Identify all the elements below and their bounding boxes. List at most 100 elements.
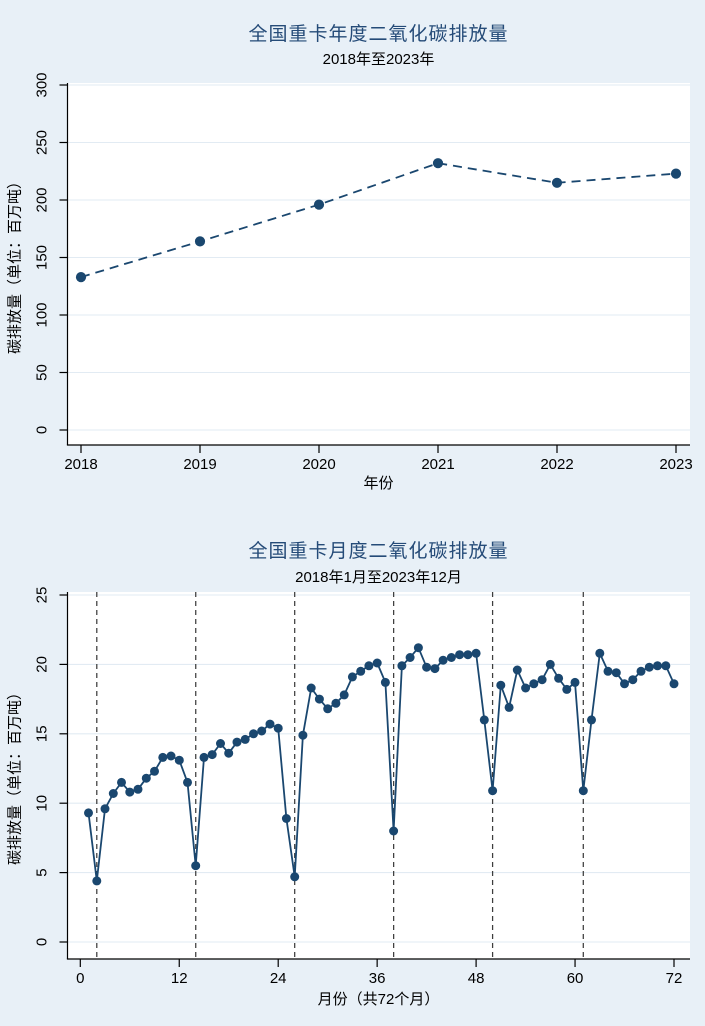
y-tick-label: 100: [34, 302, 51, 327]
y-tick-label: 200: [34, 187, 51, 212]
data-point: [479, 715, 489, 725]
data-point: [232, 737, 242, 747]
data-point: [620, 679, 629, 689]
y-axis-label: 碳排放量（单位：百万吨）: [6, 173, 24, 355]
data-point: [75, 272, 87, 283]
data-point: [430, 664, 440, 674]
data-point: [125, 787, 135, 797]
data-point: [158, 752, 168, 762]
x-tick-label: 60: [567, 970, 584, 987]
data-point: [670, 168, 682, 179]
annual-emissions-chart-panel: 全国重卡年度二氧化碳排放量 2018年至2023年 碳排放量（单位：百万吨） 年…: [6, 24, 693, 492]
data-point: [372, 658, 382, 668]
data-point: [636, 666, 646, 676]
data-point: [92, 876, 102, 886]
data-point: [669, 679, 679, 689]
data-point: [529, 679, 539, 689]
x-tick-label: 12: [171, 970, 188, 987]
data-point: [570, 677, 580, 687]
annual-chart-canvas: 0 50 100 150 200 250 300 2018 2019 2020 2021 2022 20…: [34, 72, 693, 473]
chart-title: 全国重卡月度二氧化碳排放量: [248, 541, 509, 562]
y-tick-label: 20: [34, 656, 51, 673]
x-tick-label: 48: [468, 970, 485, 987]
data-point: [194, 236, 206, 247]
y-tick-label: 25: [34, 587, 51, 604]
data-point: [313, 199, 325, 210]
data-point: [551, 177, 563, 188]
data-point: [380, 677, 390, 687]
data-point: [562, 684, 572, 694]
data-point: [653, 661, 662, 671]
data-point: [174, 755, 184, 765]
y-tick-label: 10: [34, 795, 51, 812]
data-point: [347, 672, 357, 682]
data-point: [199, 752, 209, 762]
data-point: [133, 784, 143, 794]
data-point: [422, 662, 432, 672]
data-point: [438, 655, 448, 665]
data-point: [455, 650, 465, 660]
data-point: [207, 750, 217, 760]
x-axis-label: 年份: [363, 475, 394, 492]
data-point: [314, 694, 324, 704]
data-point: [166, 751, 176, 761]
x-tick-label: 2020: [302, 456, 335, 473]
data-point: [141, 773, 151, 783]
data-point: [240, 734, 250, 744]
x-tick-label: 2018: [64, 456, 97, 473]
plot-area: [67, 592, 690, 959]
data-point: [265, 719, 275, 729]
x-tick-label: 24: [270, 970, 287, 987]
chart-subtitle: 2018年至2023年: [322, 51, 435, 68]
data-point: [644, 662, 654, 672]
data-point: [471, 648, 481, 658]
series-line: [80, 162, 677, 278]
data-point: [389, 826, 399, 836]
x-tick-label: 0: [76, 970, 84, 987]
data-point: [331, 698, 341, 708]
monthly-emissions-chart-panel: 全国重卡月度二氧化碳排放量 2018年1月至2023年12月 碳排放量（单位：百…: [0, 513, 705, 1026]
x-tick-label: 36: [369, 970, 386, 987]
y-tick-label: 0: [34, 426, 51, 434]
data-point: [298, 730, 308, 740]
data-point: [339, 690, 349, 700]
data-point: [578, 786, 588, 796]
data-point: [249, 729, 258, 739]
data-point: [150, 766, 159, 776]
y-axis-label: 碳排放量（单位：百万吨）: [6, 684, 24, 866]
y-tick-label: 15: [34, 725, 51, 742]
data-point: [405, 653, 415, 662]
data-point: [281, 814, 291, 823]
data-point: [356, 666, 366, 676]
data-point: [661, 661, 671, 671]
data-point: [117, 777, 126, 787]
data-point: [545, 659, 555, 669]
y-tick-label: 0: [34, 938, 51, 946]
x-tick-label: 2022: [540, 456, 573, 473]
data-point: [463, 650, 473, 660]
data-point: [306, 683, 316, 693]
plot-area: [67, 83, 690, 445]
x-tick-label: 2021: [421, 456, 454, 473]
x-tick-label: 2023: [659, 456, 692, 473]
data-point: [521, 683, 531, 693]
x-tick-label: 2019: [183, 456, 216, 473]
data-point: [595, 648, 605, 658]
data-point: [224, 748, 234, 758]
data-point: [628, 675, 638, 685]
chart-title: 全国重卡年度二氧化碳排放量: [248, 24, 509, 45]
data-point: [496, 680, 506, 690]
data-point: [537, 675, 547, 685]
data-point: [432, 158, 444, 169]
x-axis-label: 月份（共72个月）: [317, 991, 440, 1008]
data-point: [191, 861, 201, 871]
data-point: [397, 661, 407, 671]
y-tick-label: 150: [34, 245, 51, 270]
data-point: [512, 665, 522, 675]
data-point: [100, 804, 110, 814]
data-point: [84, 808, 93, 818]
y-tick-label: 300: [34, 72, 51, 97]
data-point: [108, 789, 118, 798]
y-tick-label: 50: [34, 364, 51, 381]
